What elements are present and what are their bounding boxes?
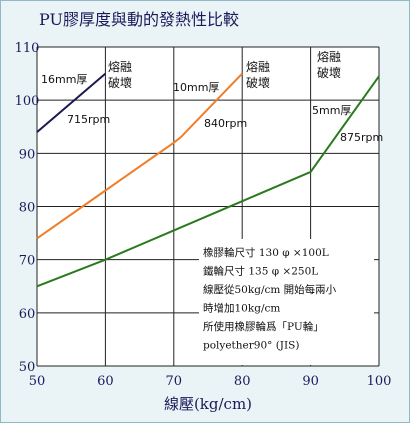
notes-box-bg [199, 239, 374, 365]
series-name-label-3: 5mm厚 [312, 104, 351, 117]
y-tick-labels: 50 60 70 80 90 100 110 [15, 41, 40, 375]
y-tick-label: 100 [15, 94, 40, 109]
x-tick-labels: 50 60 70 80 90 100 [29, 374, 392, 389]
note-line: polyether90° (JIS) [203, 340, 299, 352]
y-tick-label: 70 [19, 254, 36, 269]
series-line-3 [36, 75, 380, 288]
x-tick-label: 80 [234, 374, 251, 389]
x-tick-label: 50 [29, 374, 46, 389]
x-tick-label: 60 [97, 374, 114, 389]
y-tick-label: 110 [15, 41, 40, 56]
x-tick-label: 100 [367, 374, 392, 389]
y-tick-label: 50 [19, 360, 36, 375]
x-tick-label: 70 [166, 374, 183, 389]
note-line: 時增加10kg/cm [203, 302, 280, 315]
note-line: 所使用橡膠輪爲「PU輪」 [203, 320, 324, 333]
note-line: 橡膠輪尺寸 130 φ ×100L [203, 246, 329, 259]
note-line: 線壓從50kg/cm 開始每兩小 [203, 283, 337, 296]
notes-box: 橡膠輪尺寸 130 φ ×100L 鐵輪尺寸 135 φ ×250L 線壓從50kg… [199, 239, 374, 365]
series-name-label-1: 16mm厚 [41, 73, 87, 86]
series-group [36, 72, 380, 288]
series-name-label-2: 10mm厚 [173, 81, 219, 94]
note-line: 鐵輪尺寸 135 φ ×250L [203, 265, 318, 278]
y-tick-label: 80 [19, 201, 36, 216]
rpm-label-1: 715rpm [67, 113, 110, 126]
chart-title: PU膠厚度與動的發熱性比較 [39, 10, 239, 29]
series-line-2 [36, 72, 243, 240]
melt-failure-label-1: 熔融破壞 [108, 59, 132, 90]
series-line-1 [36, 72, 107, 133]
x-tick-label: 90 [302, 374, 319, 389]
melt-failure-label-2: 熔融破壞 [246, 59, 270, 90]
rpm-label-2: 840rpm [204, 117, 247, 130]
rpm-label-3: 875rpm [340, 131, 383, 144]
y-tick-label: 60 [19, 307, 36, 322]
melt-failure-label-3: 熔融破壞 [317, 49, 341, 80]
x-axis-label: 線壓(kg/cm) [164, 395, 252, 413]
y-tick-label: 90 [19, 147, 36, 162]
series-labels: 16mm厚 715rpm 10mm厚 840rpm 5mm厚 875rpm 熔融破壞 熔融破壞… [41, 49, 383, 144]
